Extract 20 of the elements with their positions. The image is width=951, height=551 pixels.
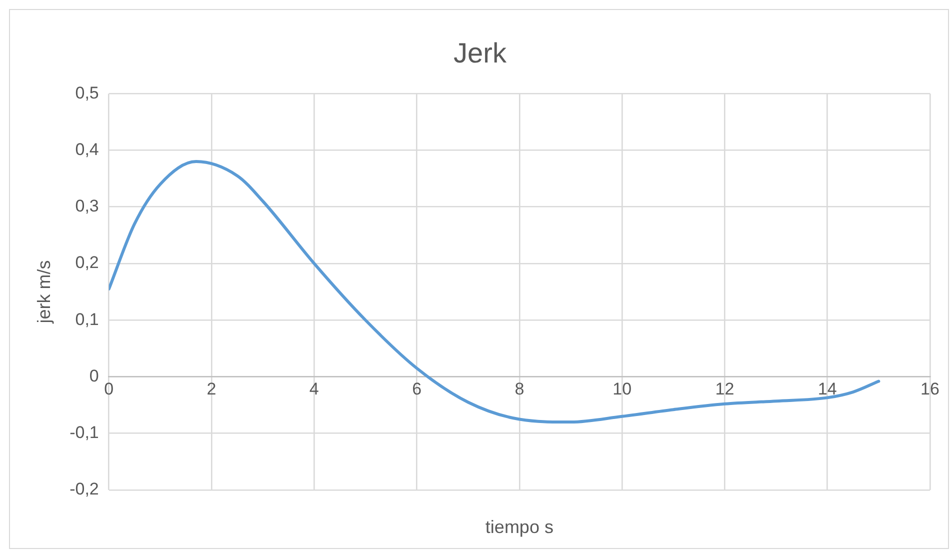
x-tick-label: 12 — [715, 380, 734, 399]
x-tick-label: 4 — [309, 380, 319, 399]
y-tick-label: 0,4 — [75, 140, 99, 159]
chart-title: Jerk — [454, 38, 508, 69]
x-tick-label: 10 — [612, 380, 632, 399]
x-tick-label: 0 — [104, 380, 114, 399]
x-tick-label: 6 — [412, 380, 422, 399]
x-tick-label: 16 — [920, 380, 940, 399]
y-tick-label: 0 — [89, 366, 99, 386]
y-tick-label: 0,2 — [75, 253, 99, 272]
y-tick-label: 0,3 — [75, 196, 99, 216]
x-tick-label: 14 — [818, 380, 837, 399]
x-axis-title: tiempo s — [485, 516, 554, 537]
x-tick-label: 8 — [514, 380, 524, 399]
y-tick-label: 0,1 — [75, 310, 99, 329]
y-tick-label: -0,1 — [70, 423, 99, 442]
y-tick-label: -0,2 — [70, 480, 99, 499]
y-tick-label: 0,5 — [75, 83, 99, 102]
y-axis-title: jerk m/s — [34, 260, 54, 324]
x-tick-label: 2 — [206, 380, 216, 399]
